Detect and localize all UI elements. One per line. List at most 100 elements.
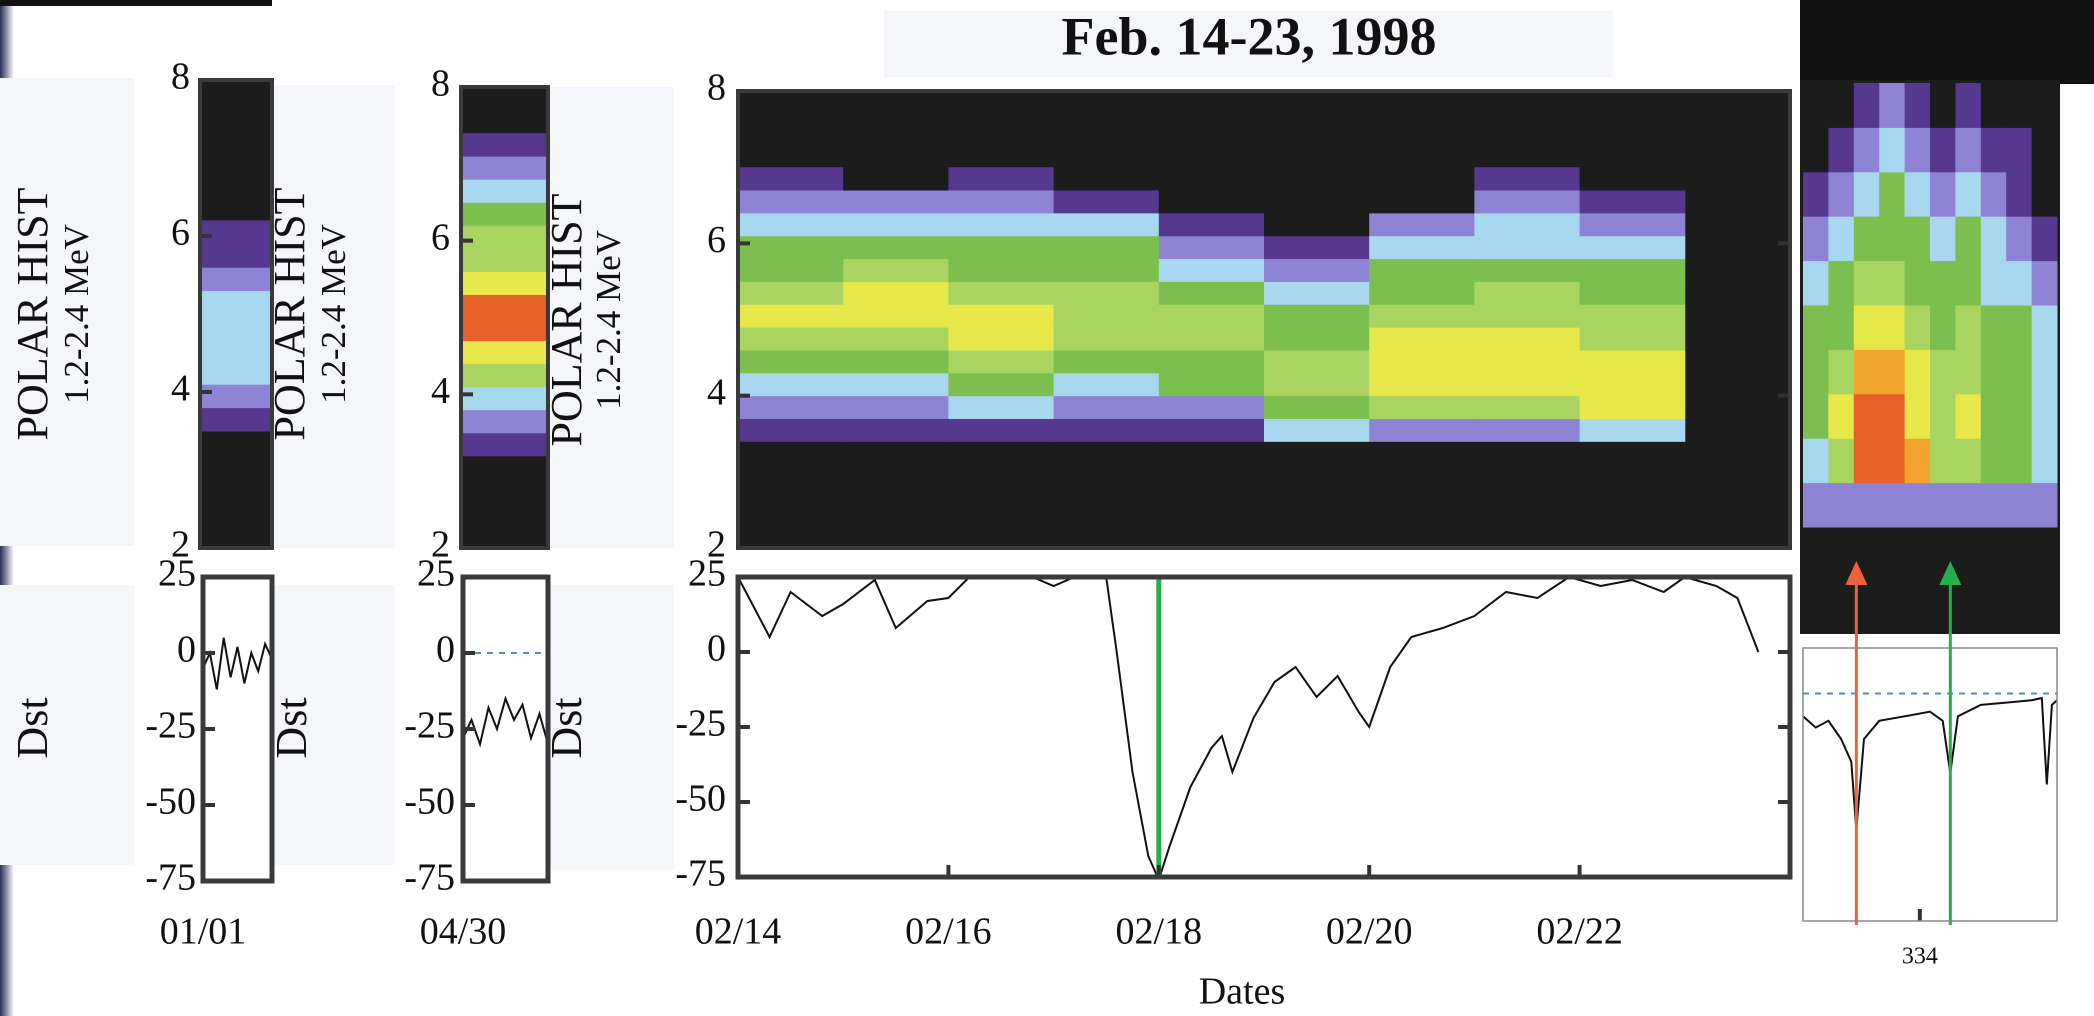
y-axis-label: POLAR HIST: [542, 193, 591, 446]
data-line: [463, 695, 548, 748]
heatmap-cell: [2031, 171, 2058, 217]
heatmap-cell: [1579, 327, 1686, 351]
heatmap-cell: [1853, 482, 1880, 528]
heatmap-cell: [948, 418, 1055, 442]
heatmap-cell: [948, 327, 1055, 351]
y-axis-label: POLAR HIST: [265, 187, 314, 440]
heatmap-cell: [1803, 260, 1829, 306]
heatmap-cell: [1053, 372, 1160, 397]
heatmap-cell: [738, 190, 844, 214]
heatmap-cell: [2006, 216, 2033, 262]
heatmap-cell: [1930, 127, 1956, 173]
heatmap-cell: [948, 167, 1055, 191]
heatmap-cell: [1053, 418, 1160, 442]
heatmap-cell: [843, 304, 949, 328]
heatmap-cell: [1369, 212, 1475, 237]
heatmap-cell: [200, 314, 273, 338]
y-axis-sublabel: 1.2-2.4 MeV: [589, 230, 628, 410]
data-line: [738, 577, 1760, 877]
heatmap-cell: [1264, 304, 1370, 328]
heatmap-cell: [1955, 127, 1982, 173]
heatmap-cell: [1904, 438, 1931, 484]
heatmap-cell: [461, 317, 549, 342]
heatmap-cell: [1980, 393, 2007, 439]
heatmap-cell: [1369, 304, 1475, 328]
heatmap-cell: [200, 220, 273, 245]
heatmap-cell: [738, 418, 844, 442]
heatmap-cell: [200, 267, 273, 292]
y-tick-label: 4: [171, 368, 190, 410]
heatmap-cell: [1930, 482, 1956, 528]
heatmap-cell: [948, 258, 1055, 282]
y-tick-label: 6: [431, 216, 450, 258]
heatmap-cell: [1474, 327, 1581, 351]
heatmap-cell: [461, 432, 549, 457]
heatmap-cell: [1264, 258, 1370, 282]
top-band: [1800, 0, 2094, 84]
heatmap-cell: [1980, 171, 2007, 217]
heatmap-cell: [1803, 171, 1829, 217]
plot-frame: [459, 85, 550, 550]
heatmap-cell: [948, 349, 1055, 374]
heatmap-cell: [1853, 260, 1880, 306]
heatmap-cell: [1930, 216, 1956, 262]
heatmap-cell: [1879, 305, 1906, 350]
y-tick-label: 6: [171, 212, 190, 254]
heatmap-cell: [843, 372, 949, 397]
heatmap-cell: [1158, 349, 1265, 374]
heatmap-cell: [1474, 212, 1581, 237]
heatmap-cell: [1158, 258, 1265, 282]
heatmap-cell: [2006, 393, 2033, 439]
y-tick-label: 2: [431, 524, 450, 566]
data-line: [203, 637, 272, 690]
heatmap-cell: [2031, 127, 2058, 173]
x-tick-label: 02/16: [905, 911, 992, 953]
heatmap-cell: [1803, 127, 1829, 173]
heatmap-cell: [1579, 167, 1686, 191]
heatmap-cell: [1474, 372, 1581, 397]
heatmap-cell: [1955, 216, 1982, 262]
heatmap-cell: [1828, 349, 1855, 395]
heatmap-cell: [461, 248, 549, 272]
heatmap-cell: [948, 304, 1055, 328]
heatmap-cell: [1828, 482, 1855, 528]
heatmap-cell: [1853, 216, 1880, 262]
heatmap-cell: [948, 190, 1055, 214]
y-axis-sublabel: 1.2-2.4 MeV: [57, 224, 96, 404]
heatmap-cell: [1879, 216, 1906, 262]
heatmap-cell: [1930, 83, 1956, 128]
heatmap-cell: [1579, 190, 1686, 214]
heatmap-cell: [1053, 395, 1160, 420]
heatmap-cell: [1803, 393, 1829, 439]
heatmap-cell: [948, 235, 1055, 260]
heatmap-cell: [2006, 305, 2033, 350]
heatmap-cell: [1579, 349, 1686, 374]
heatmap-cell: [200, 407, 273, 432]
heatmap-cell: [461, 133, 549, 157]
heatmap-cell: [1828, 216, 1855, 262]
y-axis-label: Dst: [8, 697, 57, 758]
chart-title: Feb. 14-23, 1998: [1062, 6, 1437, 66]
heatmap-cell: [1904, 83, 1931, 128]
plot-frame: [200, 574, 275, 884]
plot-frame: [198, 78, 274, 550]
heatmap-cell: [1904, 127, 1931, 173]
heatmap-cell: [1803, 216, 1829, 262]
heatmap-cell: [1579, 235, 1686, 260]
y-tick-label: -25: [145, 705, 196, 747]
heatmap-cell: [1369, 395, 1475, 420]
heatmap-cell: [738, 349, 844, 374]
heatmap-cell: [1158, 281, 1265, 305]
heatmap-cell: [843, 395, 949, 420]
heatmap-cell: [1158, 327, 1265, 351]
heatmap-cell: [738, 372, 844, 397]
heatmap-cell: [461, 294, 549, 318]
label-background: [0, 585, 134, 865]
heatmap-cell: [2006, 482, 2033, 528]
heatmap-cell: [1904, 393, 1931, 439]
heatmap-cell: [461, 363, 549, 388]
heatmap-cell: [2006, 438, 2033, 484]
heatmap-cell: [738, 212, 844, 237]
heatmap-cell: [1853, 305, 1880, 350]
label-background: [272, 85, 395, 548]
